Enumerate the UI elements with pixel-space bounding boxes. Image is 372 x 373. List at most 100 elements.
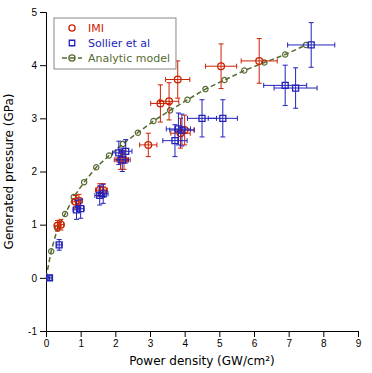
line-marker — [167, 108, 172, 113]
plot-area — [46, 23, 335, 281]
tick: 7 — [286, 331, 292, 349]
tick: 5 — [31, 7, 46, 18]
error-bar — [140, 142, 157, 147]
error-bar — [208, 116, 237, 121]
point — [78, 206, 84, 212]
x-axis-title: Power density (GW/cm²) — [129, 354, 275, 368]
tick: 0 — [31, 273, 46, 284]
y-axis: -1012345 — [28, 7, 46, 337]
error-bar — [47, 275, 52, 280]
legend-symbol — [69, 25, 75, 31]
point — [308, 42, 314, 48]
error-bar — [170, 128, 194, 133]
tick-mark — [40, 118, 46, 119]
tick-mark — [289, 331, 290, 337]
error-bar — [288, 42, 335, 47]
error-bar — [57, 242, 62, 247]
error-bar — [159, 99, 178, 104]
legend-label: Analytic model — [88, 52, 170, 65]
tick: 3 — [31, 113, 46, 124]
point — [46, 275, 52, 281]
tick-label: 2 — [31, 166, 37, 177]
tick-mark — [219, 331, 220, 337]
x-axis: 0 1 2 3 4 5 6 7 8 9 — [44, 331, 362, 349]
tick: 9 — [356, 331, 362, 349]
tick: 4 — [31, 60, 46, 71]
error-bar — [241, 58, 277, 63]
error-bar — [58, 219, 63, 230]
line-marker — [135, 130, 140, 135]
tick-label: 7 — [286, 338, 292, 349]
y-axis-title: Generated pressure (GPa) — [2, 94, 16, 250]
tick: 5 — [217, 331, 223, 349]
axis-line — [47, 332, 359, 338]
tick-label: 3 — [148, 338, 154, 349]
error-bar — [77, 206, 84, 211]
tick: 2 — [31, 166, 46, 177]
error-bar — [274, 86, 317, 91]
tick-label: 1 — [78, 338, 84, 349]
point — [256, 58, 263, 65]
tick-mark — [40, 331, 46, 332]
line-marker — [151, 118, 156, 123]
point — [172, 138, 178, 144]
tick-label: 9 — [356, 338, 362, 349]
point — [199, 115, 205, 121]
legend-item: Analytic model — [62, 52, 170, 65]
error-bar — [166, 77, 190, 82]
series — [46, 23, 334, 281]
tick-mark — [40, 225, 46, 226]
line-marker — [120, 141, 125, 146]
tick-mark — [185, 331, 186, 337]
tick: -1 — [28, 326, 46, 337]
legend-item: IMI — [69, 22, 104, 35]
point — [100, 191, 106, 197]
line-marker — [81, 179, 86, 184]
point — [56, 242, 62, 248]
tick-label: -1 — [28, 326, 37, 337]
line-marker — [49, 249, 54, 254]
point — [282, 82, 288, 88]
tick: 1 — [78, 331, 84, 349]
legend-symbol — [69, 40, 74, 45]
series — [46, 42, 309, 280]
line — [46, 45, 306, 278]
axis-line — [40, 13, 47, 332]
point — [218, 63, 225, 70]
line-marker — [203, 86, 208, 91]
point — [293, 85, 299, 91]
line-marker — [185, 97, 190, 102]
tick-label: 0 — [44, 338, 50, 349]
error-bar — [48, 275, 51, 280]
tick-mark — [81, 331, 82, 337]
tick-mark — [40, 12, 46, 13]
line-marker — [106, 153, 111, 158]
tick-label: 8 — [321, 338, 327, 349]
tick-label: 2 — [113, 338, 119, 349]
tick-mark — [40, 278, 46, 279]
point — [123, 148, 129, 154]
tick-label: 0 — [31, 273, 37, 284]
tick-mark — [40, 65, 46, 66]
point — [174, 76, 181, 83]
error-bar — [58, 222, 64, 227]
legend-label: Sollier et al — [88, 37, 150, 50]
point — [166, 98, 173, 105]
line-marker — [94, 165, 99, 170]
line-marker — [283, 52, 288, 57]
tick-label: 5 — [217, 338, 223, 349]
point — [220, 115, 226, 121]
error-bar — [57, 240, 62, 251]
point — [145, 142, 152, 149]
legend-box — [54, 18, 176, 69]
tick: 6 — [252, 331, 258, 349]
error-bar — [78, 199, 83, 218]
tick: 3 — [148, 331, 154, 349]
legend-label: IMI — [88, 22, 104, 35]
tick: 4 — [182, 331, 188, 349]
error-bar — [119, 149, 131, 154]
tick: 0 — [44, 331, 50, 349]
point — [116, 150, 122, 156]
tick-label: 5 — [31, 7, 37, 18]
tick: 2 — [113, 331, 119, 349]
